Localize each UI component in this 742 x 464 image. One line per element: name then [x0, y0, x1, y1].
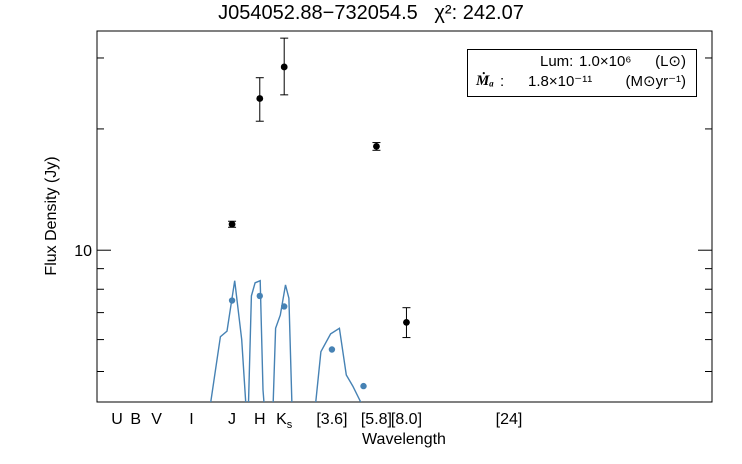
legend-lum-unit: (L⊙)	[655, 53, 686, 70]
x-band-label: [5.8]	[361, 411, 392, 428]
x-band-label: I	[189, 411, 193, 428]
model-point	[280, 303, 288, 310]
observed-point	[256, 95, 264, 102]
model-point	[228, 297, 236, 304]
model-points-group	[228, 292, 367, 390]
observed-points-group	[228, 37, 411, 339]
y-tick-label: 10	[74, 243, 92, 260]
x-band-subscript: s	[287, 419, 293, 431]
x-axis-title: Wavelength	[362, 431, 446, 448]
x-band-label: [24]	[496, 411, 523, 428]
model-curve-group	[210, 279, 362, 402]
x-band-label: B	[130, 411, 141, 428]
observed-point	[403, 318, 410, 326]
legend-mdot-unit: (M⊙yr⁻¹)	[625, 73, 686, 90]
plot-frame	[96, 30, 713, 403]
model-point	[256, 292, 263, 300]
model-point	[328, 346, 336, 353]
observed-point	[373, 142, 380, 150]
legend-mdot-colon: :	[500, 73, 505, 90]
y-tick-labels: 10	[74, 243, 92, 260]
x-band-labels: U B V I J H Ks [3.6] [5.8][8.0] [24]	[111, 411, 522, 431]
y-axis-title: Flux Density (Jy)	[43, 156, 60, 275]
x-band-label: H	[254, 411, 266, 428]
observed-point	[228, 220, 236, 228]
legend: Lum: 1.0×10⁶ (L⊙) Ṁₐ : 1.8×10⁻¹¹ (M⊙yr⁻¹…	[467, 49, 697, 97]
x-band-label: [8.0]	[391, 411, 422, 428]
x-band-label: Ks	[276, 411, 293, 431]
x-band-label: [3.6]	[316, 411, 347, 428]
legend-lum-value: 1.0×10⁶	[579, 53, 632, 70]
x-band-label: J	[228, 411, 236, 428]
x-band-label: V	[151, 411, 162, 428]
legend-mdot-symbol: Ṁₐ	[476, 73, 494, 89]
model-sed-curve	[210, 279, 362, 402]
model-point	[360, 382, 367, 390]
legend-lum-label: Lum:	[540, 53, 574, 70]
axis-ticks	[97, 57, 712, 372]
x-band-label: U	[111, 411, 123, 428]
observed-point	[280, 63, 288, 71]
legend-mdot-value: 1.8×10⁻¹¹	[528, 73, 593, 90]
chart-title: J054052.88−732054.5 χ²: 242.07	[218, 2, 524, 24]
